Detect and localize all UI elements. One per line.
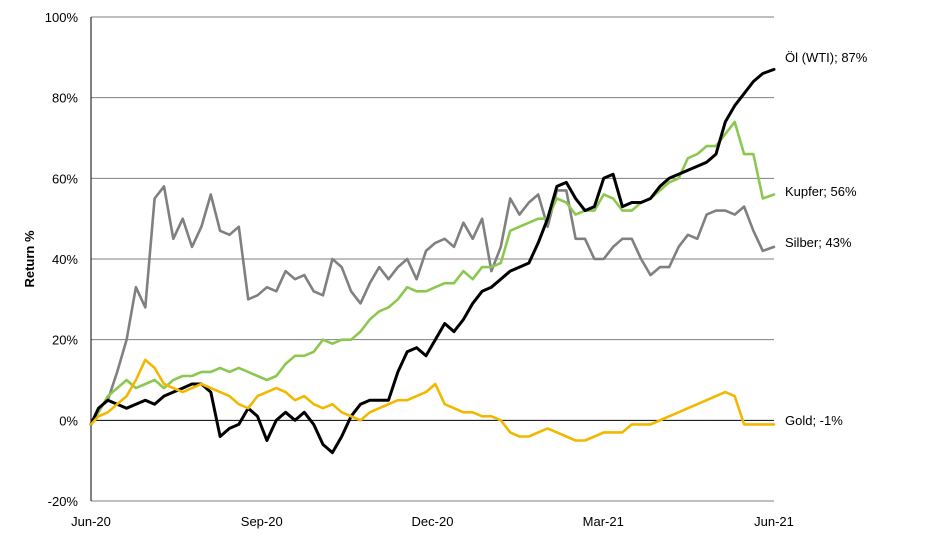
x-tick-label: Jun-21: [754, 514, 794, 529]
series-line-gold: [89, 358, 776, 442]
series-line-silber: [89, 185, 776, 426]
x-tick-label: Mar-21: [583, 514, 624, 529]
x-axis-ticks: Jun-20 Sep-20 Dec-20 Mar-21 Jun-21: [71, 514, 794, 529]
y-tick-label: 20%: [52, 333, 78, 348]
y-tick-label: 100%: [45, 10, 79, 25]
series-lines: [89, 67, 776, 455]
series-line-kupfer: [89, 120, 776, 426]
series-end-label: Kupfer; 56%: [785, 184, 857, 199]
x-tick-label: Dec-20: [412, 514, 454, 529]
series-end-labels: Silber; 43% Kupfer; 56% Öl (WTI); 87% Gold;…: [785, 50, 868, 428]
x-tick-label: Sep-20: [241, 514, 283, 529]
y-tick-label: -20%: [48, 494, 79, 509]
y-tick-label: 80%: [52, 91, 78, 106]
y-axis-label: Return %: [22, 230, 37, 288]
y-tick-label: 60%: [52, 171, 78, 186]
grid-lines: [90, 16, 774, 502]
series-end-label: Gold; -1%: [785, 413, 843, 428]
series-end-label: Silber; 43%: [785, 235, 852, 250]
y-tick-label: 0%: [59, 413, 78, 428]
y-axis-ticks: -20% 0% 20% 40% 60% 80% 100%: [45, 10, 79, 509]
series-end-label: Öl (WTI); 87%: [785, 50, 868, 65]
x-tick-label: Jun-20: [71, 514, 111, 529]
y-tick-label: 40%: [52, 252, 78, 267]
